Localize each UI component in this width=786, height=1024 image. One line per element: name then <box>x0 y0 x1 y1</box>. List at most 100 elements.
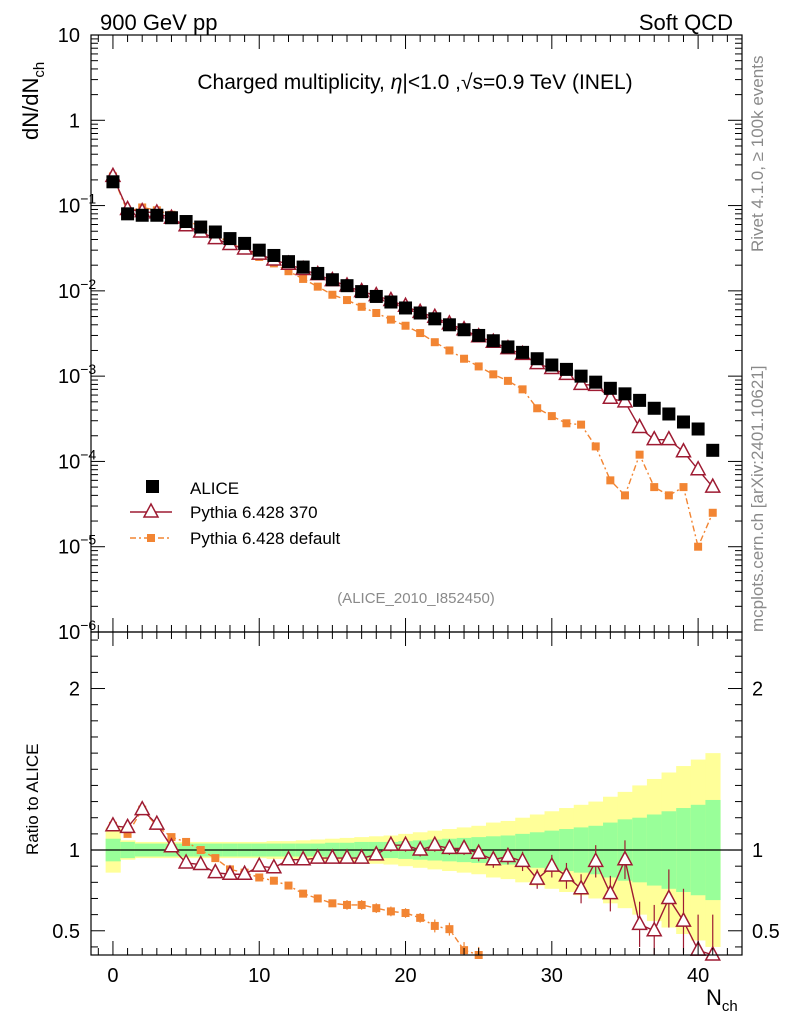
ratio-point-pythia-6-428-370 <box>265 858 283 874</box>
main-ytick-label: 10−6 <box>58 617 96 644</box>
series-alice <box>106 175 720 457</box>
data-point-pythia-6-428-default <box>518 385 527 394</box>
data-point-alice <box>559 362 573 376</box>
data-point-alice <box>457 323 471 337</box>
ratio-point-pythia-6-428-default <box>357 900 366 909</box>
ratio-point-pythia-6-428-370 <box>133 800 151 816</box>
main-title: Charged multiplicity, η|<1.0 ,√s=0.9 TeV… <box>197 71 632 94</box>
main-x-ticks <box>97 35 728 632</box>
main-ytick-label: 10−5 <box>58 532 96 559</box>
data-point-pythia-6-428-370 <box>572 374 590 391</box>
data-point-pythia-6-428-default <box>606 476 615 485</box>
data-point-alice <box>223 232 237 246</box>
ratio-point-pythia-6-428-370 <box>382 835 400 851</box>
ratio-series-layer <box>104 800 721 961</box>
main-ytick-label: 10−3 <box>58 361 96 388</box>
ratio-point-pythia-6-428-default <box>269 876 278 885</box>
analysis-tag: (ALICE_2010_I852450) <box>337 590 495 607</box>
data-point-alice <box>296 260 310 274</box>
ratio-point-pythia-6-428-370 <box>514 851 531 868</box>
ratio-point-pythia-6-428-370 <box>543 856 561 872</box>
ratio-point-pythia-6-428-370 <box>104 816 122 832</box>
data-point-alice <box>647 401 661 415</box>
data-point-pythia-6-428-default <box>664 491 673 500</box>
ratio-point-pythia-6-428-default <box>284 881 293 890</box>
data-point-pythia-6-428-default <box>357 302 366 311</box>
data-point-alice <box>472 328 486 342</box>
data-point-alice <box>106 175 120 189</box>
main-ytick-label: 10−1 <box>58 191 96 218</box>
data-point-alice <box>676 415 690 429</box>
data-point-alice <box>662 407 676 421</box>
data-point-pythia-6-428-370 <box>631 417 648 434</box>
ratio-point-pythia-6-428-default <box>401 909 410 918</box>
data-point-alice <box>135 208 149 222</box>
data-point-alice <box>150 208 164 222</box>
data-point-alice <box>486 334 500 348</box>
data-point-alice <box>618 387 632 401</box>
ratio-xlabel: Nch <box>706 985 738 1015</box>
main-ylabel: dN/dNch <box>18 62 48 140</box>
data-point-pythia-6-428-default <box>533 404 542 413</box>
ratio-point-pythia-6-428-default <box>196 846 205 855</box>
legend-marker-alice <box>146 480 159 493</box>
data-point-alice <box>384 295 398 309</box>
header-left: 900 GeV pp <box>100 10 217 35</box>
ratio-point-pythia-6-428-370 <box>338 848 356 864</box>
data-point-alice <box>252 243 266 257</box>
main-ytick-label: 1 <box>69 110 80 132</box>
data-point-pythia-6-428-default <box>562 419 571 428</box>
ratio-point-pythia-6-428-370 <box>587 851 604 868</box>
ratio-point-pythia-6-428-370 <box>324 848 341 864</box>
ratio-xtick-label: 0 <box>107 965 118 987</box>
data-point-pythia-6-428-default <box>343 296 352 305</box>
data-point-alice <box>281 255 295 269</box>
data-point-alice <box>691 422 705 436</box>
ratio-ytick-label: 1 <box>69 840 80 862</box>
ratio-y-axis: 0.5 0.5 1 1 2 2 <box>52 639 780 948</box>
ratio-point-pythia-6-428-370 <box>294 850 312 866</box>
series-pythia-6-428-370 <box>104 166 721 493</box>
ratio-point-pythia-6-428-370 <box>660 888 678 905</box>
data-point-pythia-6-428-default <box>284 267 293 276</box>
ratio-line-pythia-6-428-default <box>112 808 479 956</box>
legend-label-alice: ALICE <box>190 479 239 498</box>
ratio-point-pythia-6-428-370 <box>441 838 458 855</box>
data-point-pythia-6-428-default <box>313 282 322 291</box>
data-point-pythia-6-428-370 <box>602 388 619 405</box>
ratio-point-pythia-6-428-370 <box>411 840 429 856</box>
ratio-point-pythia-6-428-370 <box>602 884 619 900</box>
ratio-point-pythia-6-428-370 <box>309 848 327 864</box>
data-point-alice <box>164 211 178 225</box>
ratio-point-pythia-6-428-370 <box>221 864 239 880</box>
data-point-alice <box>428 312 442 326</box>
data-point-alice <box>194 220 208 234</box>
ratio-point-pythia-6-428-370 <box>119 817 136 834</box>
data-point-pythia-6-428-default <box>430 338 439 347</box>
ratio-ytick-label: 2 <box>69 679 80 701</box>
data-point-pythia-6-428-default <box>694 542 703 551</box>
legend-marker-pythia-default <box>147 534 155 542</box>
ratio-point-pythia-6-428-default <box>299 889 308 898</box>
rivet-version-label: Rivet 4.1.0, ≥ 100k events <box>748 56 767 252</box>
data-point-alice <box>706 443 720 457</box>
ratio-ytick-label-right: 1 <box>752 840 763 862</box>
ratio-xtick-label: 10 <box>248 965 270 987</box>
ratio-point-pythia-6-428-default <box>430 921 439 930</box>
ratio-point-pythia-6-428-370 <box>572 879 590 895</box>
ratio-ytick-label: 0.5 <box>52 921 80 943</box>
ratio-point-pythia-6-428-370 <box>192 854 209 871</box>
data-point-alice <box>238 236 252 250</box>
data-point-pythia-6-428-default <box>386 315 395 324</box>
ratio-point-pythia-6-428-default <box>372 904 381 913</box>
ratio-xtick-label: 30 <box>541 965 563 987</box>
data-point-alice <box>179 215 193 229</box>
ratio-point-pythia-6-428-370 <box>616 850 634 866</box>
ratio-point-pythia-6-428-370 <box>207 863 224 879</box>
data-point-alice <box>340 279 354 293</box>
data-point-alice <box>399 301 413 315</box>
data-point-alice <box>530 352 544 366</box>
ratio-point-pythia-6-428-default <box>328 899 337 908</box>
data-point-alice <box>413 306 427 320</box>
